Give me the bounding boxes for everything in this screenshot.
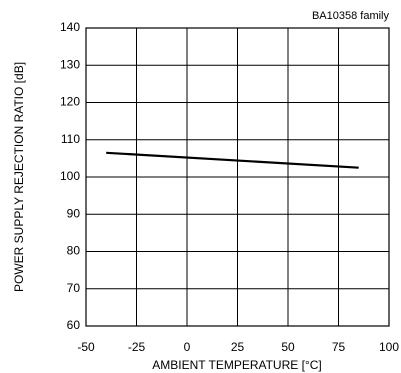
x-tick-label: -25 xyxy=(128,340,146,354)
y-tick-label: 80 xyxy=(67,244,81,258)
x-tick-label: -50 xyxy=(77,340,95,354)
y-tick-label: 120 xyxy=(60,95,80,109)
x-tick-label: 50 xyxy=(281,340,295,354)
y-tick-label: 130 xyxy=(60,57,80,71)
y-axis-label: POWER SUPPLY REJECTION RATIO [dB] xyxy=(12,62,26,292)
x-axis-label: AMBIENT TEMPERATURE [°C] xyxy=(152,358,322,372)
annotation: BA10358 family xyxy=(312,10,390,22)
y-tick-label: 90 xyxy=(67,206,81,220)
data-line xyxy=(106,151,359,169)
x-tick-label: 25 xyxy=(231,340,245,354)
x-tick-label: 0 xyxy=(184,340,191,354)
x-tick-label: 100 xyxy=(379,340,399,354)
y-tick-label: 100 xyxy=(60,169,80,183)
y-tick-label: 140 xyxy=(60,20,80,34)
y-tick-label: 60 xyxy=(67,318,81,332)
y-tick-label: 110 xyxy=(61,132,80,146)
x-tick-label: 75 xyxy=(332,340,346,354)
y-tick-label: 70 xyxy=(67,281,81,295)
